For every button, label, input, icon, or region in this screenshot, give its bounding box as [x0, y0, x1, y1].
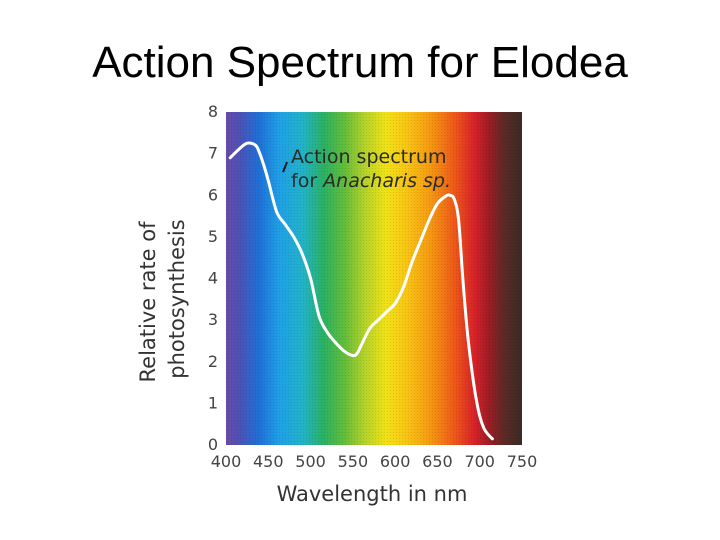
x-tick-label: 400	[211, 452, 242, 471]
y-tick-label: 3	[208, 310, 218, 329]
x-tick-label: 450	[253, 452, 284, 471]
x-tick-label: 750	[507, 452, 538, 471]
action-spectrum-line	[228, 141, 494, 441]
y-axis-title-line2: photosynthesis	[165, 219, 189, 378]
y-tick-label: 0	[208, 435, 218, 454]
annotation-line1: Action spectrum	[291, 146, 446, 168]
annotation-prefix: for	[291, 170, 323, 192]
x-tick-labels: 400 450 500 550 600 650 700 750	[211, 452, 538, 471]
x-tick-label: 650	[422, 452, 453, 471]
slide-title: Action Spectrum for Elodea	[92, 38, 628, 87]
y-tick-labels: 0 1 2 3 4 5 6 7 8	[208, 102, 218, 454]
spectrum-texture	[226, 112, 522, 445]
x-tick-label: 500	[295, 452, 326, 471]
y-tick-label: 4	[208, 269, 218, 288]
x-tick-label: 700	[464, 452, 495, 471]
y-tick-label: 8	[208, 102, 218, 121]
y-axis-title-line1: Relative rate of	[136, 221, 160, 383]
y-tick-label: 5	[208, 227, 218, 246]
y-tick-label: 1	[208, 393, 218, 412]
annotation-species: Anacharis sp.	[321, 170, 451, 192]
annotation-pointer	[282, 161, 288, 173]
annotation-line2: for Anacharis sp.	[291, 170, 451, 192]
y-tick-label: 6	[208, 185, 218, 204]
x-axis-title: Wavelength in nm	[277, 482, 468, 506]
y-tick-label: 2	[208, 352, 218, 371]
y-tick-label: 7	[208, 144, 218, 163]
x-tick-label: 550	[338, 452, 369, 471]
x-tick-label: 600	[380, 452, 411, 471]
